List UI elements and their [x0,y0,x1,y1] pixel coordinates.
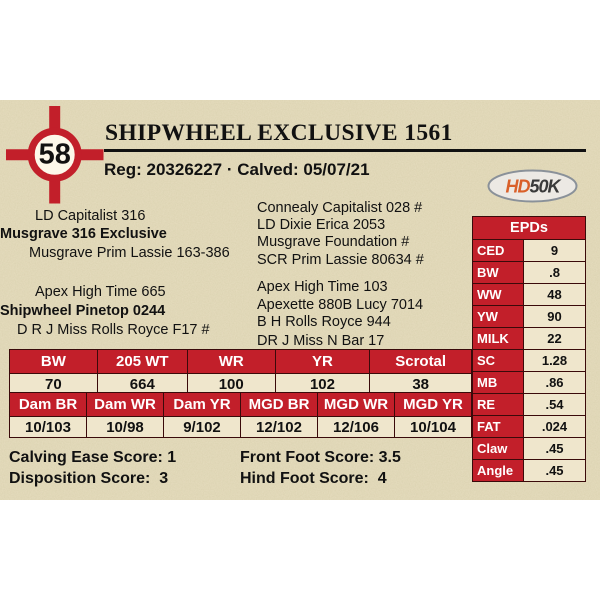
svg-text:HD50K: HD50K [505,177,562,197]
svg-text:58: 58 [39,139,71,171]
